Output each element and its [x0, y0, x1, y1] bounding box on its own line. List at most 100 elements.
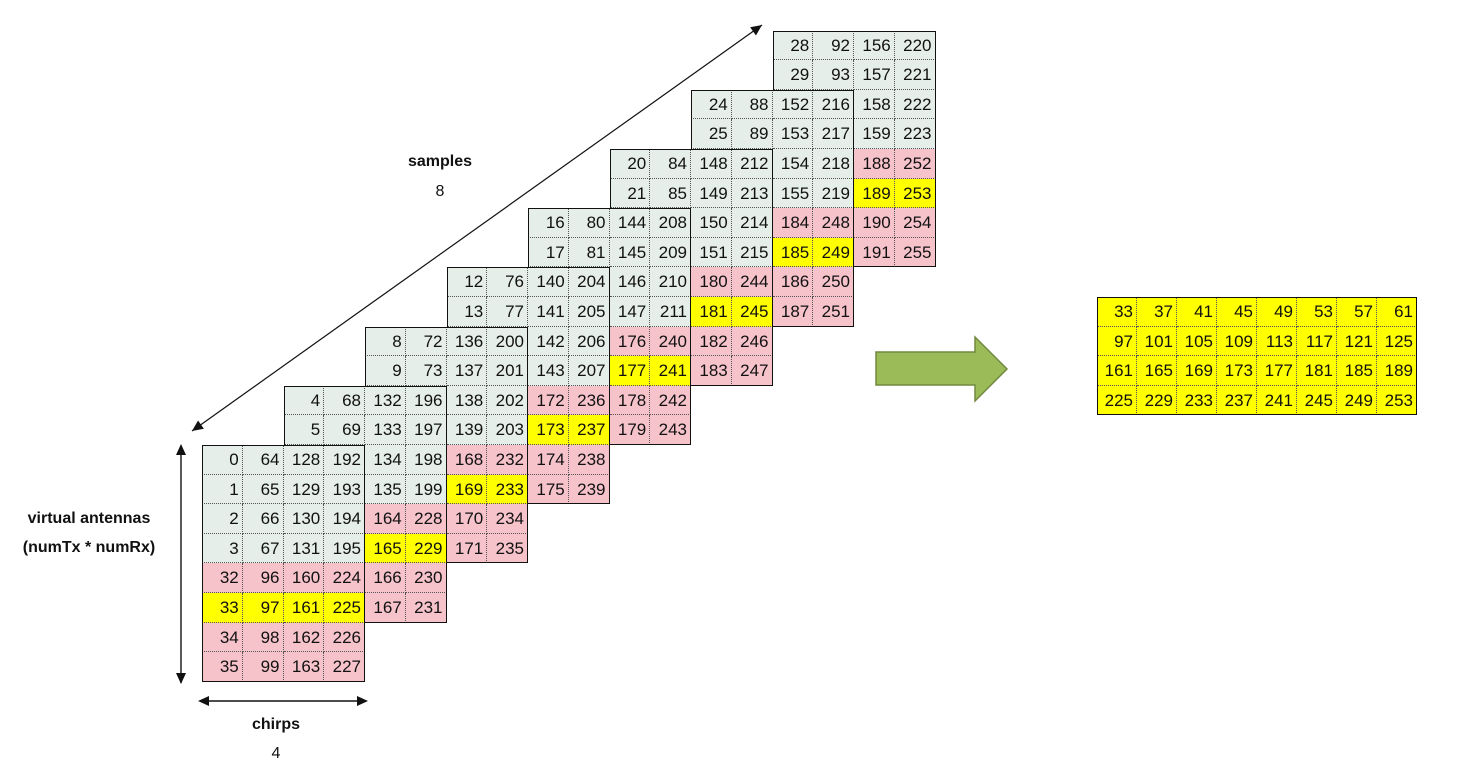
cube-cell: 184	[772, 208, 814, 238]
cube-cell: 194	[324, 504, 365, 534]
cube-cell: 237	[568, 415, 610, 445]
cube-cell: 76	[487, 267, 528, 297]
cube-cell: 233	[487, 474, 528, 505]
cube-cell: 191	[854, 237, 895, 268]
cube-cell: 255	[894, 237, 936, 268]
cube-cell: 247	[731, 356, 773, 386]
cube-cell: 238	[568, 445, 610, 475]
cube-cell: 12	[446, 267, 488, 297]
cube-cell: 249	[813, 237, 854, 268]
cube-cell: 67	[242, 533, 284, 564]
chirps-label: chirps	[251, 716, 300, 733]
result-cell: 229	[1137, 385, 1177, 416]
cube-cell: 133	[365, 415, 406, 445]
cube-cell: 173	[528, 415, 569, 445]
cube-cell: 169	[446, 474, 488, 505]
cube-cell: 93	[813, 60, 854, 90]
cube-cell: 200	[487, 326, 528, 357]
result-cell: 105	[1177, 326, 1217, 357]
cube-cell: 99	[242, 652, 284, 682]
cube-cell: 203	[487, 415, 528, 445]
cube-cell: 205	[568, 297, 610, 327]
cube-cell: 84	[650, 149, 691, 179]
cube-cell: 154	[772, 149, 814, 179]
cube-cell: 166	[365, 563, 406, 593]
cube-cell: 29	[772, 60, 814, 90]
result-outline	[1097, 297, 1417, 416]
cube-cell: 80	[568, 208, 610, 238]
cube-cell: 244	[731, 267, 773, 297]
cube-cell: 190	[854, 208, 895, 238]
cube-cell: 77	[487, 297, 528, 327]
cube-cell: 242	[650, 385, 691, 416]
cube-cell: 252	[894, 149, 936, 179]
cube-cell: 96	[242, 563, 284, 593]
cube-cell: 251	[813, 297, 854, 327]
cube-cell: 1	[202, 474, 243, 505]
cube-cell: 202	[487, 385, 528, 416]
cube-cell: 142	[528, 326, 569, 357]
result-cell: 125	[1377, 326, 1417, 357]
cube-cell: 150	[691, 208, 732, 238]
cube-cell: 140	[528, 267, 569, 297]
result-cell: 185	[1337, 356, 1377, 386]
cube-cell: 163	[283, 652, 325, 682]
cube-cell: 130	[283, 504, 325, 534]
cube-cell: 229	[405, 533, 447, 564]
cube-cell: 235	[487, 533, 528, 564]
result-cell: 101	[1137, 326, 1177, 357]
cube-cell: 239	[568, 474, 610, 505]
cube-cell: 21	[609, 178, 651, 209]
cube-cell: 153	[772, 119, 814, 149]
cube-cell: 174	[528, 445, 569, 475]
cube-cell: 88	[731, 89, 773, 120]
cube-cell: 226	[324, 622, 365, 653]
cube-cell: 245	[731, 297, 773, 327]
cube-cell: 231	[405, 593, 447, 623]
cube-cell: 0	[202, 445, 243, 475]
cube-cell: 66	[242, 504, 284, 534]
cube-cell: 69	[324, 415, 365, 445]
cube-cell: 167	[365, 593, 406, 623]
cube-cell: 132	[365, 385, 406, 416]
result-cell: 237	[1217, 385, 1257, 416]
cube-cell: 92	[813, 30, 854, 61]
cube-cell: 64	[242, 445, 284, 475]
samples-axis-line	[191, 24, 763, 432]
cube-cell: 253	[894, 178, 936, 209]
cube-cell: 25	[691, 119, 732, 149]
cube-cell: 9	[365, 356, 406, 386]
cube-cell: 146	[609, 267, 651, 297]
cube-cell: 215	[731, 237, 773, 268]
cube-cell: 16	[528, 208, 569, 238]
cube-cell: 192	[324, 445, 365, 475]
cube-cell: 217	[813, 119, 854, 149]
cube-cell: 250	[813, 267, 854, 297]
chirps-arrowhead-left	[198, 696, 209, 706]
antennas-arrowhead-bottom	[176, 673, 186, 684]
cube-cell: 187	[772, 297, 814, 327]
cube-cell: 208	[650, 208, 691, 238]
cube-cell: 183	[691, 356, 732, 386]
cube-cell: 222	[894, 89, 936, 120]
cube-cell: 24	[691, 89, 732, 120]
cube-cell: 161	[283, 593, 325, 623]
cube-cell: 129	[283, 474, 325, 505]
cube-cell: 156	[854, 30, 895, 61]
result-cell: 233	[1177, 385, 1217, 416]
cube-cell: 155	[772, 178, 814, 209]
cube-cell: 81	[568, 237, 610, 268]
cube-cell: 171	[446, 533, 488, 564]
cube-cell: 175	[528, 474, 569, 505]
result-cell: 121	[1337, 326, 1377, 357]
cube-cell: 33	[202, 593, 243, 623]
cube-cell: 212	[731, 149, 773, 179]
cube-cell: 65	[242, 474, 284, 505]
cube-cell: 188	[854, 149, 895, 179]
cube-cell: 3	[202, 533, 243, 564]
chirps-arrowhead-right	[357, 696, 368, 706]
cube-cell: 128	[283, 445, 325, 475]
cube-cell: 2	[202, 504, 243, 534]
result-cell: 97	[1097, 326, 1137, 357]
